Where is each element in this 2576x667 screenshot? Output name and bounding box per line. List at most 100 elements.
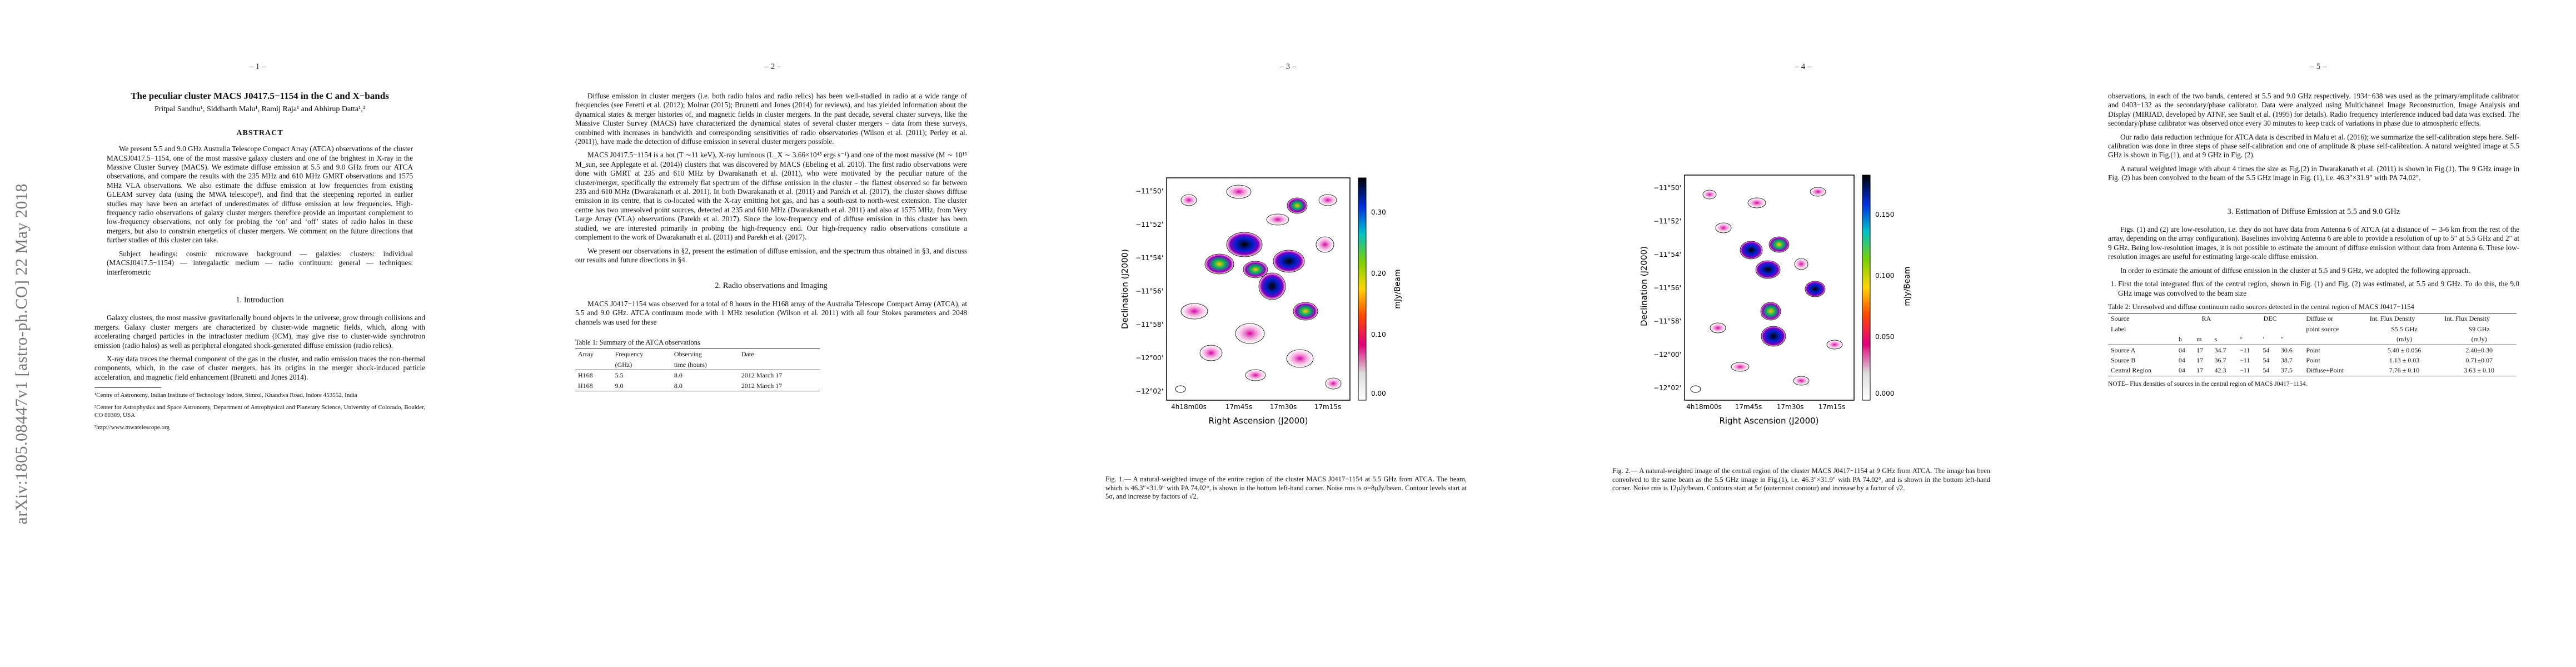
table-1-header: Date (738, 349, 820, 360)
colorbar (1358, 177, 1367, 401)
table-cell: 34.7 (2214, 346, 2226, 354)
x-tick-label: 17m30s (1777, 403, 1803, 411)
x-tick-label: 17m45s (1225, 403, 1252, 411)
y-axis-label: Declination (J2000) (1120, 249, 1130, 329)
page-2-content: Diffuse emission in cluster mergers (i.e… (575, 92, 967, 391)
table-1-header: Array (575, 349, 612, 360)
map-frame (1166, 177, 1351, 401)
table-cell: 2012 March 17 (741, 371, 783, 380)
table-2: Table 2: Unresolved and diffuse continuu… (2108, 302, 2519, 389)
table-1-subheader: time (hours) (671, 359, 739, 371)
table-1-subheader (738, 359, 820, 371)
table-cell: 04 (2178, 356, 2185, 364)
table-cell: Diffuse+Point (2303, 365, 2367, 376)
map-frame (1684, 175, 1855, 401)
colorbar-tick: 0.00 (1371, 390, 1386, 397)
table-cell: Central Region (2108, 365, 2176, 376)
approach-list: First the total integrated flux of the c… (2118, 280, 2519, 298)
footnote-3: ³http://www.mwatelescope.org (94, 424, 170, 431)
table-cell: 5.40 ± 0.056 (2387, 346, 2421, 354)
table-cell: 36.7 (2214, 356, 2226, 364)
page-2: – 2 – Diffuse emission in cluster merger… (515, 0, 1030, 667)
page5-paragraph-3: A natural weighted image with about 4 ti… (2108, 164, 2519, 182)
page-1: – 1 – The peculiar cluster MACS J0417.5−… (0, 0, 515, 667)
table-2-subheader (2237, 324, 2303, 334)
figure-1-caption: Fig. 1.— A natural-weighted image of the… (1105, 475, 1467, 500)
table-cell: 04 (2178, 346, 2185, 354)
table-cell: Source A (2111, 346, 2136, 354)
figure-1-radio-map: −11°50' −11°52' −11°54' −11°56' −11°58' … (1120, 177, 1402, 426)
beam-ellipse (1175, 385, 1186, 393)
x-axis-ticks: 4h18m00s 17m45s 17m30s 17m15s (1686, 403, 1845, 411)
colorbar-label: mJy/Beam (1393, 269, 1402, 308)
intro-paragraph-1: Galaxy clusters, the most massive gravit… (94, 313, 425, 350)
table-2-subheader: S9 GHz (2468, 325, 2490, 333)
y-tick-label: −11°52' (1653, 217, 1681, 225)
section-3-heading: 3. Estimation of Diffuse Emission at 5.5… (2227, 207, 2400, 216)
y-tick-label: −12°00' (1653, 351, 1681, 359)
table-cell: −11 (2239, 346, 2250, 354)
page-5: – 5 – observations, in each of the two b… (2061, 0, 2576, 667)
beam-ellipse (1690, 385, 1701, 393)
table-cell: 30.6 (2280, 346, 2293, 354)
paper-authors: Pritpal Sandhu¹, Siddharth Malu¹, Ramij … (154, 105, 366, 114)
footnote-2: ²Center for Astrophysics and Space Astro… (94, 404, 425, 419)
x-tick-label: 4h18m00s (1686, 403, 1722, 411)
table-cell: Source B (2111, 356, 2136, 364)
table-cell: 54 (2263, 356, 2270, 364)
footnote-1: ¹Centre of Astronomy, Indian Institute o… (94, 392, 357, 399)
table-cell: −11 (2239, 356, 2250, 364)
table-cell: 2.40±0.30 (2465, 346, 2493, 354)
table-2-unit: ′ (2260, 334, 2278, 345)
table-2-unit: s (2211, 334, 2237, 345)
emission-blobs (1175, 185, 1342, 393)
x-axis-ticks: 4h18m00s 17m45s 17m30s 17m15s (1171, 403, 1341, 411)
figure-2: −11°50' −11°52' −11°54' −11°56' −11°58' … (1612, 161, 1968, 439)
emission-blobs (1690, 187, 1843, 393)
table-2-header: Diffuse or (2303, 313, 2367, 324)
table-1-subheader (575, 359, 612, 371)
footnote-rule (94, 387, 161, 389)
y-tick-label: −11°52' (1135, 221, 1163, 228)
intro-paragraph-2: X-ray data traces the thermal component … (94, 354, 425, 381)
page5-paragraph-1: observations, in each of the two bands, … (2108, 92, 2519, 128)
table-2-caption: Table 2: Unresolved and diffuse continuu… (2108, 302, 2414, 311)
y-tick-label: −11°58' (1653, 317, 1681, 325)
table-1-header: Frequency (612, 349, 671, 360)
figure-1: −11°50' −11°52' −11°54' −11°56' −11°58' … (1105, 167, 1461, 445)
page-4: – 4 – (1546, 0, 2061, 667)
intro-heading: 1. Introduction (236, 295, 284, 305)
table-cell: 2012 March 17 (738, 380, 820, 391)
table-2-unit: h (2175, 334, 2194, 345)
colorbar-tick: 0.100 (1875, 272, 1894, 280)
page2-paragraph-3: We present our observations in §2, prese… (575, 246, 967, 264)
page-number: – 2 – (764, 62, 781, 71)
table-2-unit (2108, 334, 2176, 345)
table-2-subheader: Label (2111, 325, 2126, 333)
page-1-content: The peculiar cluster MACS J0417.5−1154 i… (94, 91, 425, 436)
table-cell: 42.3 (2211, 365, 2237, 376)
colorbar-tick: 0.000 (1875, 390, 1894, 397)
page-number: – 1 – (249, 62, 266, 71)
table-cell: 54 (2260, 365, 2278, 376)
table-1: Table 1: Summary of the ATCA observation… (575, 338, 967, 391)
x-tick-label: 17m15s (1314, 403, 1341, 411)
table-cell: 1.13 ± 0.03 (2389, 356, 2420, 364)
table-cell: H168 (575, 380, 612, 391)
abstract-heading: ABSTRACT (236, 128, 283, 137)
table-cell: 54 (2263, 346, 2270, 354)
y-tick-label: −12°02' (1653, 384, 1681, 392)
table-2-subheader: S5.5 GHz (2391, 325, 2418, 333)
table-2-note: NOTE– Flux densities of sources in the c… (2108, 380, 2308, 387)
page5-paragraph-4: Figs. (1) and (2) are low-resolution, i.… (2108, 225, 2519, 261)
table-2-header: RA (2175, 313, 2237, 324)
table-cell: Point (2306, 356, 2320, 364)
section-2-heading: 2. Radio observations and Imaging (715, 281, 828, 291)
table-row: Source A 04 17 34.7 −11 54 30.6 Point 5.… (2108, 345, 2517, 355)
table-cell: 8.0 (674, 371, 682, 380)
paper-title: The peculiar cluster MACS J0417.5−1154 i… (131, 91, 389, 101)
table-cell: 7.76 ± 0.10 (2366, 365, 2442, 376)
y-tick-label: −12°02' (1135, 387, 1163, 395)
table-cell: 04 (2175, 365, 2194, 376)
section-2-paragraph: MACS J0417−1154 was observed for a total… (575, 299, 967, 326)
